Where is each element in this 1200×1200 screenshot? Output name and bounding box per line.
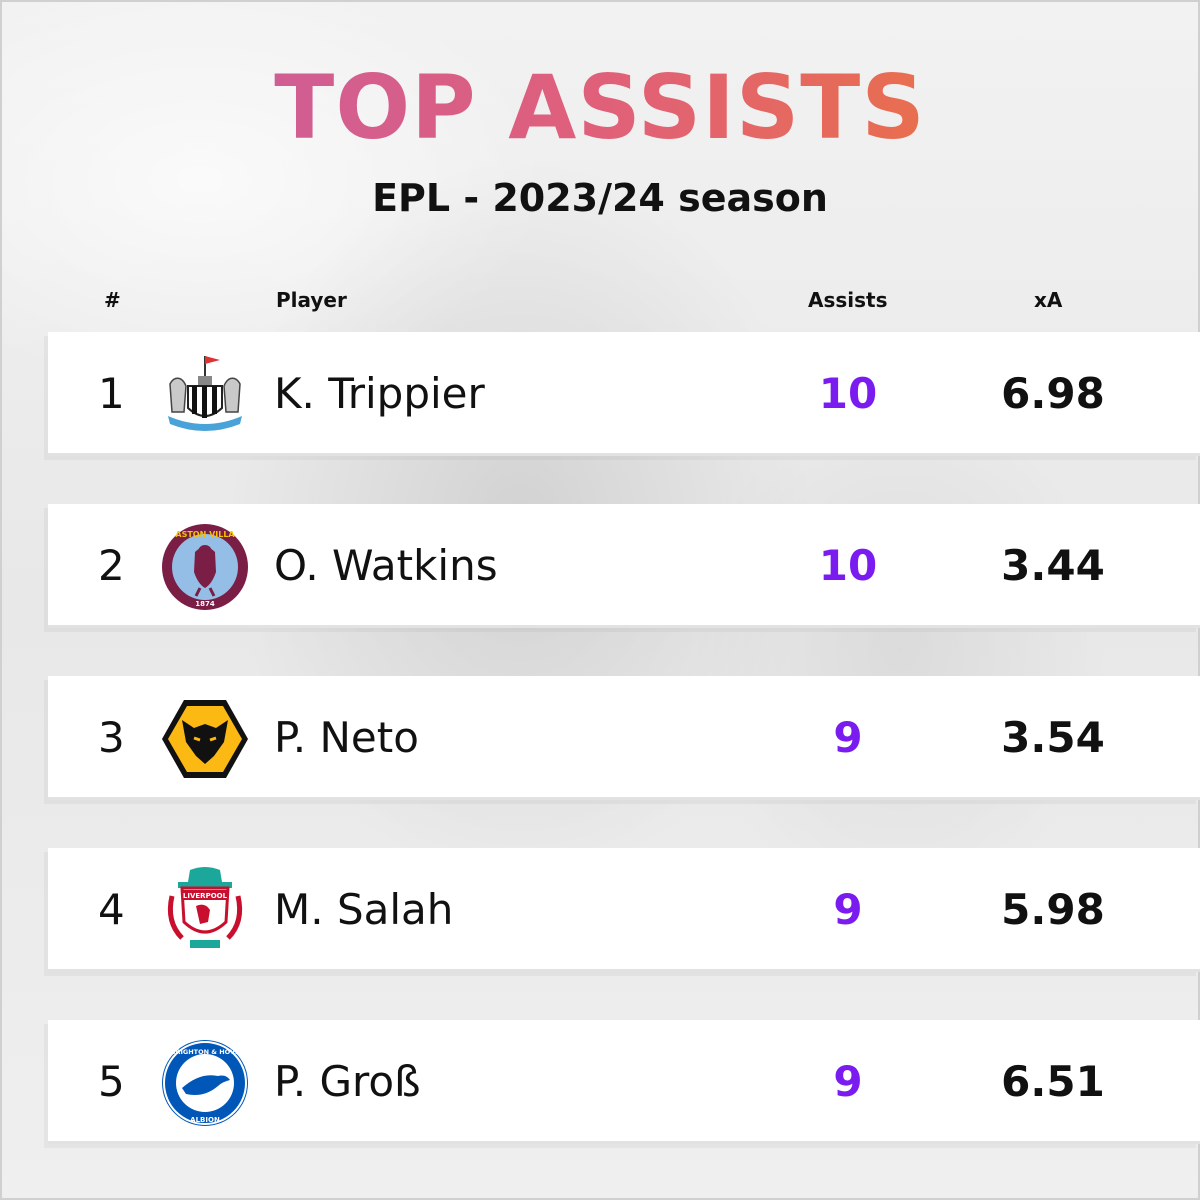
table-row: 3 P. Neto 9 3.54 xyxy=(48,676,1200,800)
aston-villa-crest-icon: ASTON VILLA 1874 xyxy=(160,522,250,612)
player-name: P. Neto xyxy=(274,713,419,762)
column-header-player: Player xyxy=(276,288,347,312)
row-rank: 2 xyxy=(98,541,125,590)
xa-value: 6.98 xyxy=(1001,369,1105,418)
table-row: 5 BRIGHTON & HOVE ALBION P. Groß 9 6.51 xyxy=(48,1020,1200,1144)
row-rank: 1 xyxy=(98,369,125,418)
newcastle-united-crest-icon xyxy=(160,350,250,440)
brighton-crest-text: BRIGHTON & HOVE xyxy=(170,1048,239,1056)
row-rank: 4 xyxy=(98,885,125,934)
xa-value: 3.44 xyxy=(1001,541,1105,590)
column-header-rank: # xyxy=(104,288,121,312)
xa-value: 6.51 xyxy=(1001,1057,1105,1106)
xa-value: 3.54 xyxy=(1001,713,1105,762)
row-rank: 5 xyxy=(98,1057,125,1106)
column-header-assists: Assists xyxy=(808,288,888,312)
liverpool-crest-text: LIVERPOOL xyxy=(183,892,228,900)
aston-villa-crest-year: 1874 xyxy=(195,600,215,608)
brighton-crest-icon: BRIGHTON & HOVE ALBION xyxy=(160,1038,250,1128)
table-row: 2 ASTON VILLA 1874 O. Watkins 10 3.44 xyxy=(48,504,1200,628)
brighton-crest-text-2: ALBION xyxy=(190,1116,220,1124)
liverpool-crest-icon: LIVERPOOL xyxy=(160,866,250,956)
player-name: O. Watkins xyxy=(274,541,498,590)
page-title: TOP ASSISTS xyxy=(0,58,1200,158)
aston-villa-crest-text: ASTON VILLA xyxy=(175,530,235,539)
assists-value: 9 xyxy=(833,885,863,934)
assists-value: 9 xyxy=(833,1057,863,1106)
page-subtitle: EPL - 2023/24 season xyxy=(372,176,828,220)
wolves-crest-icon xyxy=(160,694,250,784)
table-row: 1 K. Trippier 10 6.98 xyxy=(48,332,1200,456)
assists-value: 10 xyxy=(818,369,878,418)
table-row: 4 LIVERPOOL M. Salah 9 5.98 xyxy=(48,848,1200,972)
column-header-xa: xA xyxy=(1034,288,1063,312)
player-name: M. Salah xyxy=(274,885,454,934)
player-name: K. Trippier xyxy=(274,369,485,418)
row-rank: 3 xyxy=(98,713,125,762)
assists-value: 9 xyxy=(833,713,863,762)
assists-value: 10 xyxy=(818,541,878,590)
player-name: P. Groß xyxy=(274,1057,421,1106)
xa-value: 5.98 xyxy=(1001,885,1105,934)
